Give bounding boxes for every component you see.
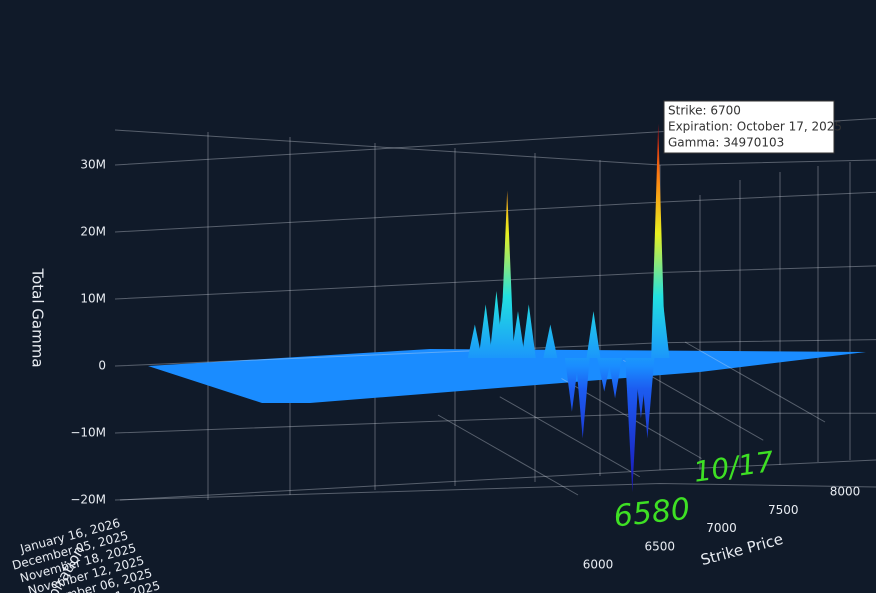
- z-axis-title: Total Gamma: [29, 267, 47, 367]
- z-tick-label: 30M: [80, 158, 106, 172]
- z-tick-label: −10M: [70, 426, 106, 440]
- gamma-spike: [651, 123, 666, 358]
- tooltip-box: [663, 100, 835, 154]
- wall-grid: [207, 132, 601, 500]
- gamma-spike: [521, 304, 536, 358]
- x-tick-label: 7000: [706, 521, 737, 535]
- gamma-spike: [478, 304, 493, 358]
- annotation: 10/17: [691, 445, 776, 489]
- gamma-spike: [467, 324, 482, 358]
- x-tick-label: 7500: [768, 503, 799, 517]
- gamma-spike: [575, 358, 590, 439]
- tooltip-line: Gamma: 34970103: [668, 136, 784, 150]
- gamma-spike: [543, 324, 558, 358]
- z-tick-label: 0: [98, 359, 106, 373]
- gamma-spike: [564, 358, 579, 412]
- x-tick-label: 8000: [830, 485, 861, 499]
- gamma-spike: [655, 297, 670, 358]
- x-tick-label: 6000: [583, 558, 614, 572]
- grid-line: [114, 265, 876, 300]
- grid-line: [114, 412, 876, 434]
- gamma-spike: [608, 358, 623, 399]
- tick-mark: [684, 341, 826, 423]
- box-edge: [114, 129, 876, 166]
- wall-grid: [699, 162, 851, 470]
- tooltip-line: Expiration: October 17, 2025: [668, 120, 842, 134]
- z-tick-label: 10M: [80, 292, 106, 306]
- gamma-spike: [640, 358, 655, 439]
- gamma-spike: [586, 311, 601, 358]
- grid-line: [114, 482, 876, 501]
- gamma-spike: [597, 358, 612, 392]
- z-tick-label: −20M: [70, 493, 106, 507]
- gamma-spike: [510, 311, 525, 358]
- marks: [467, 123, 670, 492]
- floor-edge: [119, 459, 876, 501]
- tick-mark: [437, 414, 579, 496]
- gamma-spike: [500, 190, 515, 358]
- grid-line: [114, 191, 876, 233]
- x-tick-label: 6500: [644, 539, 675, 553]
- surface-plane: [148, 349, 866, 403]
- tooltip-line: Strike: 6700: [668, 104, 741, 118]
- z-tick-label: 20M: [80, 225, 106, 239]
- gamma-spike: [625, 358, 640, 492]
- annotation: 6580: [612, 492, 692, 535]
- x-axis-title: Strike Price: [699, 530, 785, 569]
- tooltip: Strike: 6700 Expiration: October 17, 202…: [663, 100, 842, 154]
- tick-mark: [499, 396, 640, 478]
